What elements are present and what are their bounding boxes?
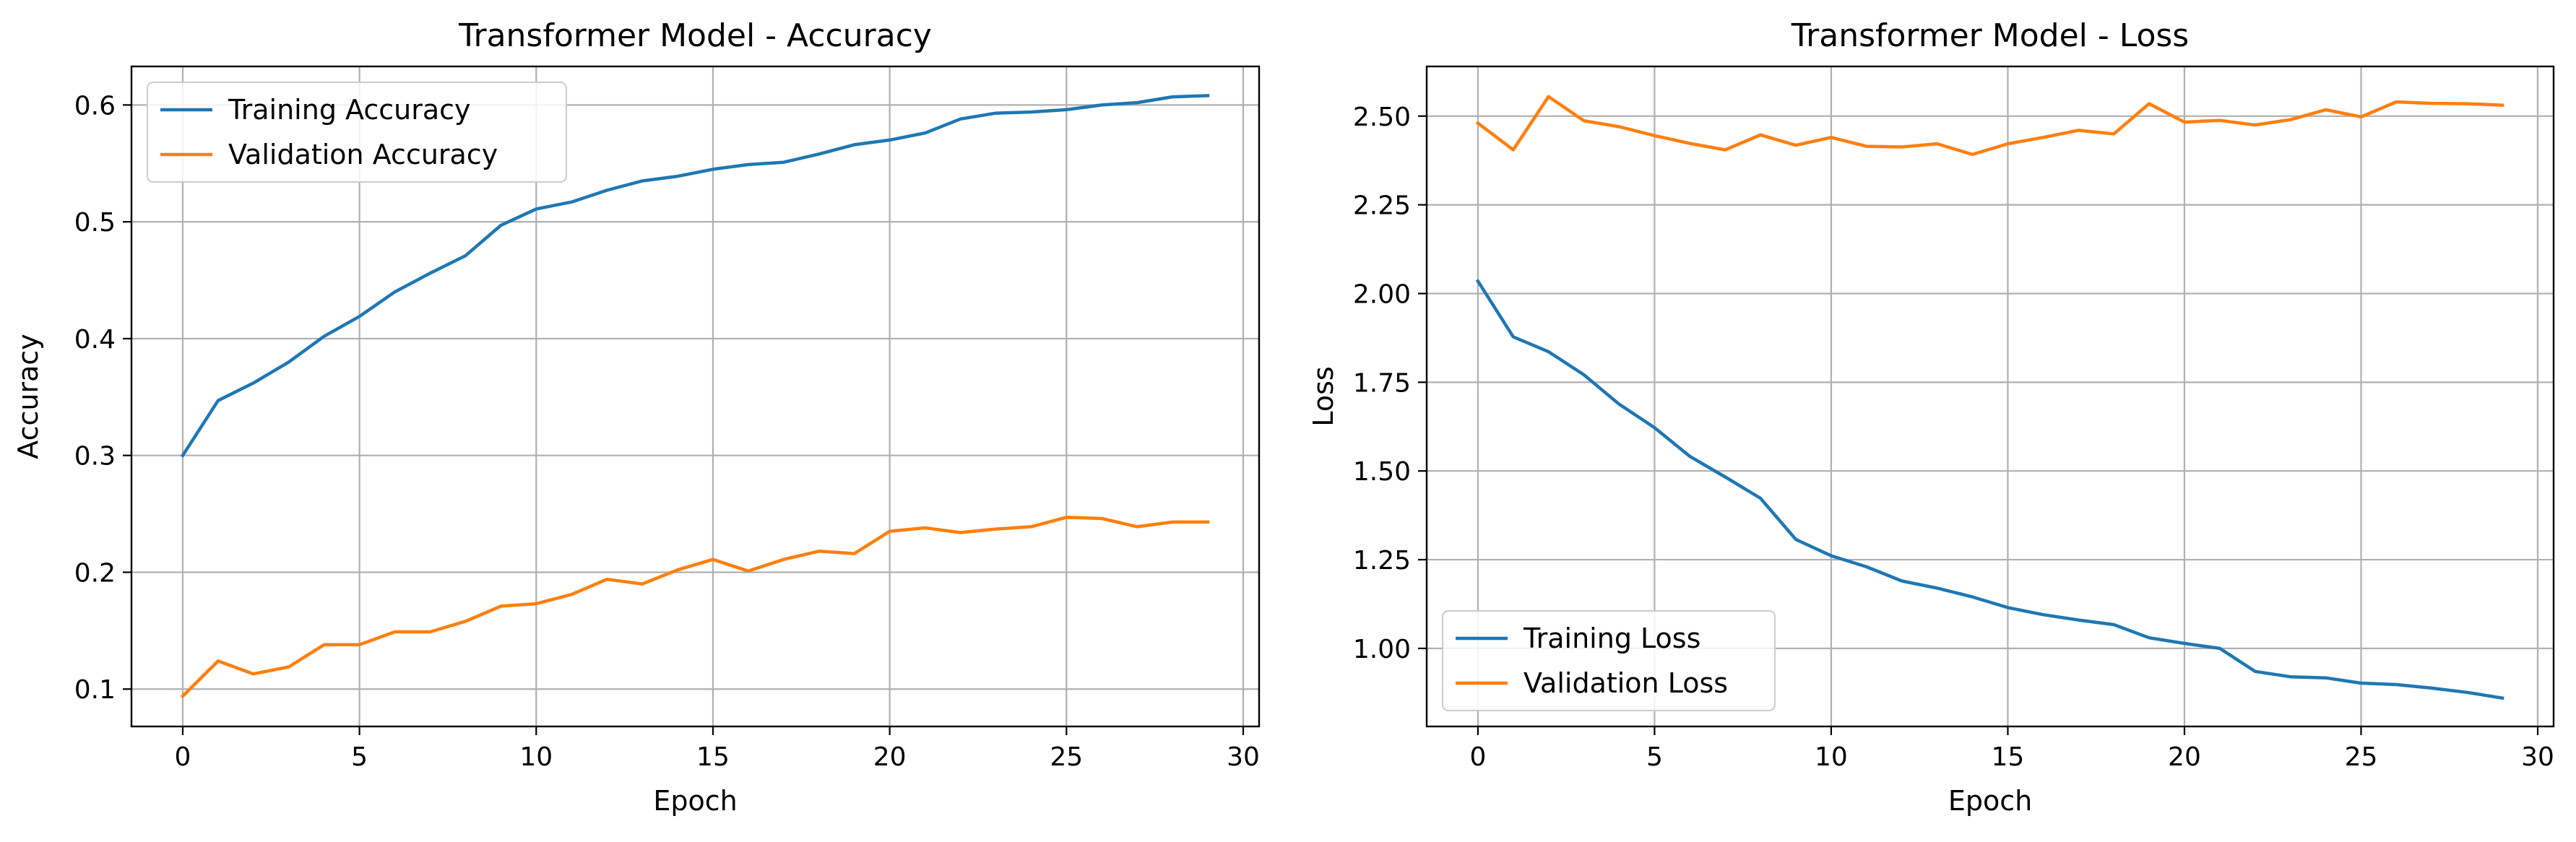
y-axis-label: Accuracy — [12, 334, 44, 459]
y-tick-label: 1.25 — [1353, 546, 1411, 576]
x-tick-label: 30 — [1227, 742, 1260, 772]
x-tick-label: 10 — [1815, 742, 1848, 772]
y-tick-label: 0.6 — [74, 91, 116, 121]
x-axis-label: Epoch — [1948, 785, 2032, 817]
y-axis-label: Loss — [1308, 366, 1339, 426]
series-line-validation-accuracy — [180, 516, 1210, 699]
x-tick-label: 0 — [175, 742, 191, 772]
y-tick-label: 0.4 — [74, 325, 116, 355]
x-tick-label: 20 — [873, 742, 907, 772]
x-tick-label: 15 — [696, 742, 730, 772]
y-tick-label: 1.75 — [1353, 368, 1411, 398]
legend-label: Training Loss — [1523, 622, 1700, 654]
x-axis-label: Epoch — [653, 785, 737, 817]
x-tick-label: 15 — [1992, 742, 2025, 772]
x-tick-label: 30 — [2521, 742, 2554, 772]
legend-box — [147, 82, 567, 183]
series-line-training-accuracy — [180, 94, 1210, 458]
x-tick-label: 0 — [1469, 742, 1486, 772]
x-tick-label: 5 — [351, 742, 368, 772]
x-tick-label: 25 — [1050, 742, 1083, 772]
chart-title: Transformer Model - Loss — [1791, 17, 2189, 54]
y-tick-label: 1.50 — [1353, 457, 1411, 487]
y-tick-label: 1.00 — [1353, 635, 1411, 664]
chart-panel-2: 0 5 10 15 20 25 30 1.00 1.25 1.50 1.75 2.00 2.25 2.50… — [1308, 17, 2555, 817]
chart-panel-1: 0 5 10 15 20 25 30 0.1 0.2 0.3 0.4 0.5 0.6 Transforme… — [12, 17, 1261, 817]
y-tick-label: 0.5 — [74, 208, 116, 238]
y-tick-label: 2.50 — [1353, 103, 1411, 132]
plot-frame — [130, 65, 1261, 728]
series-line-training-loss — [1475, 279, 2504, 700]
x-tick-label: 25 — [2345, 742, 2378, 772]
y-tick-label: 2.00 — [1353, 279, 1411, 309]
chart-title: Transformer Model - Accuracy — [458, 17, 932, 54]
legend-label: Training Accuracy — [228, 94, 471, 126]
y-tick-label: 0.1 — [74, 675, 116, 705]
legend: Training Loss Validation Loss — [1442, 610, 1776, 711]
x-tick-label: 20 — [2168, 742, 2201, 772]
x-tick-label: 5 — [1646, 742, 1663, 772]
series-line-validation-loss — [1475, 95, 2504, 157]
x-tick-label: 10 — [519, 742, 553, 772]
legend-label: Validation Loss — [1523, 667, 1728, 699]
plot-frame — [1425, 65, 2555, 728]
y-tick-label: 2.25 — [1353, 191, 1411, 221]
legend-box — [1442, 610, 1776, 711]
y-tick-label: 0.2 — [74, 558, 116, 588]
legend: Training Accuracy Validation Accuracy — [147, 82, 567, 183]
y-tick-label: 0.3 — [74, 442, 116, 472]
legend-label: Validation Accuracy — [228, 139, 498, 170]
